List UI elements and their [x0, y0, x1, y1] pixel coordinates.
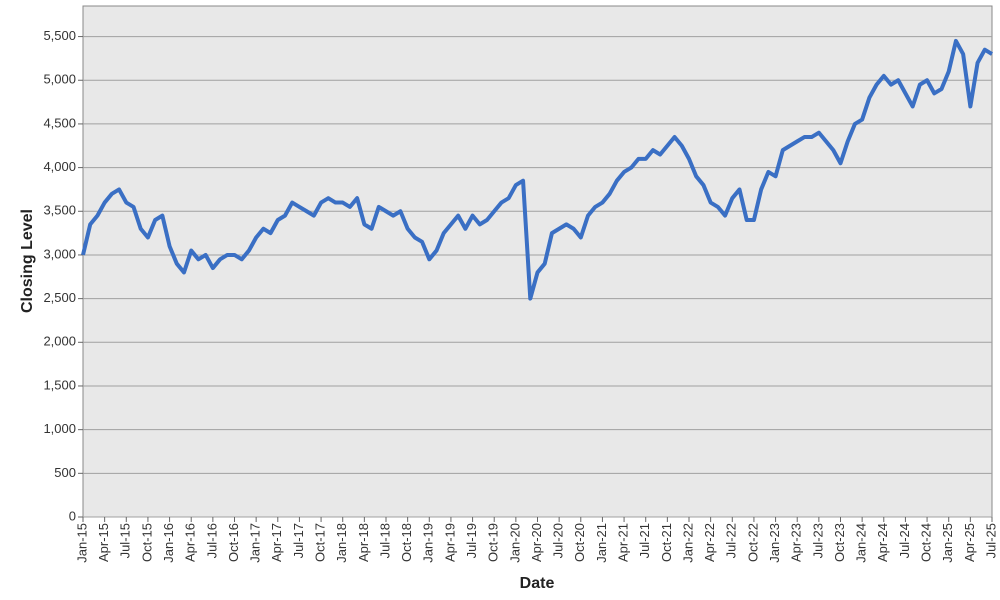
y-tick-label: 3,000 — [43, 246, 76, 261]
x-tick-label: Apr-21 — [616, 523, 631, 562]
y-axis-title: Closing Level — [19, 209, 36, 313]
x-tick-label: Apr-19 — [442, 523, 457, 562]
y-tick-label: 5,500 — [43, 28, 76, 43]
x-tick-label: Jul-25 — [983, 523, 998, 558]
x-tick-label: Jan-18 — [334, 523, 349, 563]
x-tick-label: Apr-15 — [96, 523, 111, 562]
x-tick-label: Oct-15 — [139, 523, 154, 562]
x-tick-label: Oct-23 — [832, 523, 847, 562]
x-tick-label: Oct-16 — [226, 523, 241, 562]
x-tick-label: Jul-22 — [724, 523, 739, 558]
labels: 0 500 1,000 1,500 2,000 2,500 3,000 3,500 4,000 4… — [43, 28, 998, 563]
marks — [81, 38, 994, 301]
x-tick-label: Oct-17 — [313, 523, 328, 562]
x-tick-label: Jul-16 — [204, 523, 219, 558]
y-tick-label: 2,000 — [43, 334, 76, 349]
y-tick-label: 2,500 — [43, 290, 76, 305]
x-tick-label: Apr-23 — [789, 523, 804, 562]
x-tick-label: Jan-15 — [74, 523, 89, 563]
x-tick-label: Oct-19 — [486, 523, 501, 562]
x-tick-label: Jan-16 — [161, 523, 176, 563]
x-tick-label: Apr-17 — [269, 523, 284, 562]
x-tick-label: Apr-22 — [702, 523, 717, 562]
x-tick-label: Jan-25 — [940, 523, 955, 563]
x-tick-label: Oct-24 — [919, 523, 934, 562]
y-tick-label: 0 — [69, 508, 76, 523]
x-tick-label: Jan-24 — [854, 523, 869, 563]
x-tick-label: Oct-18 — [399, 523, 414, 562]
x-tick-label: Jan-23 — [767, 523, 782, 563]
x-tick-label: Jul-20 — [551, 523, 566, 558]
x-tick-label: Jul-18 — [377, 523, 392, 558]
plot-area — [82, 5, 993, 518]
x-tick-label: Oct-20 — [572, 523, 587, 562]
y-tick-label: 5,000 — [43, 72, 76, 87]
y-tick-label: 500 — [54, 465, 76, 480]
x-tick-label: Jan-21 — [594, 523, 609, 563]
x-tick-label: Apr-20 — [529, 523, 544, 562]
x-tick-label: Oct-21 — [659, 523, 674, 562]
x-tick-label: Apr-25 — [962, 523, 977, 562]
y-tick-label: 3,500 — [43, 203, 76, 218]
line-series — [81, 38, 994, 301]
x-tick-label: Jul-17 — [291, 523, 306, 558]
x-tick-label: Jan-20 — [507, 523, 522, 563]
x-tick-label: Jan-22 — [680, 523, 695, 563]
x-tick-label: Jan-17 — [248, 523, 263, 563]
y-tick-label: 4,500 — [43, 115, 76, 130]
y-tick-label: 1,500 — [43, 377, 76, 392]
x-tick-label: Apr-16 — [183, 523, 198, 562]
x-tick-label: Jul-15 — [118, 523, 133, 558]
y-tick-label: 1,000 — [43, 421, 76, 436]
x-tick-label: Apr-24 — [875, 523, 890, 562]
x-axis-title: Date — [520, 575, 555, 592]
x-tick-label: Jul-23 — [810, 523, 825, 558]
x-tick-label: Oct-22 — [745, 523, 760, 562]
x-tick-label: Jul-24 — [897, 523, 912, 558]
y-tick-label: 4,000 — [43, 159, 76, 174]
x-tick-label: Jul-21 — [637, 523, 652, 558]
x-tick-label: Apr-18 — [356, 523, 371, 562]
x-tick-label: Jul-19 — [464, 523, 479, 558]
x-tick-label: Jan-19 — [421, 523, 436, 563]
